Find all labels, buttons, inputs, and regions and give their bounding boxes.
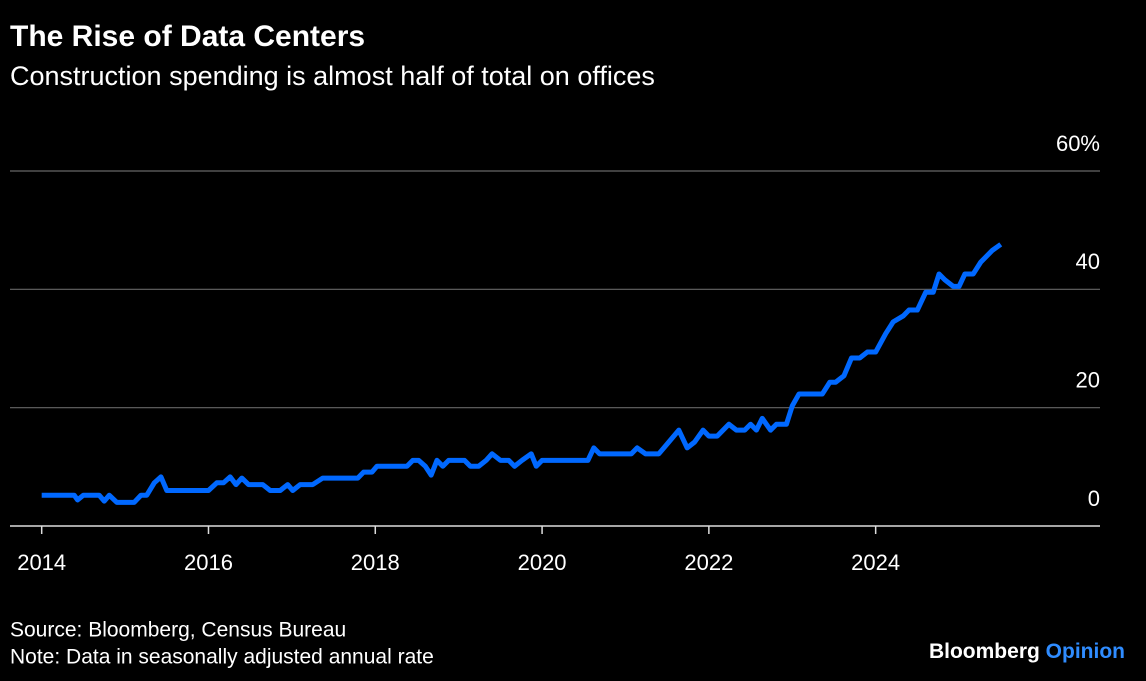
y-tick-label: 60% xyxy=(1056,131,1100,156)
brand: Bloomberg Opinion xyxy=(929,640,1125,663)
y-tick-label: 0 xyxy=(1088,486,1100,511)
chart-title: The Rise of Data Centers xyxy=(10,20,365,53)
data-line xyxy=(41,242,1003,505)
x-tick-label: 2022 xyxy=(684,550,733,575)
source: Source: Bloomberg, Census Bureau xyxy=(10,619,346,642)
y-tick-label: 40 xyxy=(1076,249,1100,274)
note: Note: Data in seasonally adjusted annual… xyxy=(10,646,434,669)
y-tick-label: 20 xyxy=(1076,367,1100,392)
brand-suffix: Opinion xyxy=(1046,640,1125,663)
x-tick-label: 2024 xyxy=(851,550,900,575)
x-tick-label: 2018 xyxy=(351,550,400,575)
brand-name: Bloomberg xyxy=(929,640,1040,663)
x-tick-label: 2016 xyxy=(184,550,233,575)
chart-subtitle: Construction spending is almost half of … xyxy=(10,61,655,91)
x-tick-label: 2020 xyxy=(518,550,567,575)
x-tick-label: 2014 xyxy=(17,550,66,575)
